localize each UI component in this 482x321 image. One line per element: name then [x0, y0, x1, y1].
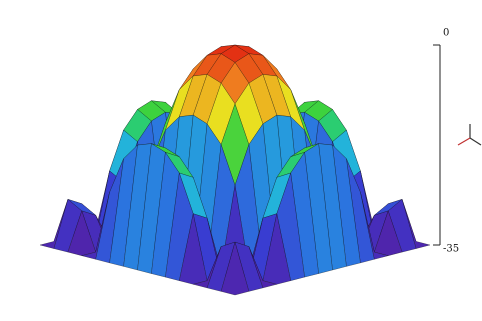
triad-axis — [469, 137, 482, 146]
axis-triad — [457, 124, 482, 146]
scale-bar: 0 -35 — [433, 28, 459, 255]
surface — [39, 44, 431, 296]
tick-label: -35 — [443, 244, 459, 255]
triad-axis — [457, 137, 471, 146]
tick-label: 0 — [443, 28, 449, 39]
surface-patch — [220, 241, 250, 296]
